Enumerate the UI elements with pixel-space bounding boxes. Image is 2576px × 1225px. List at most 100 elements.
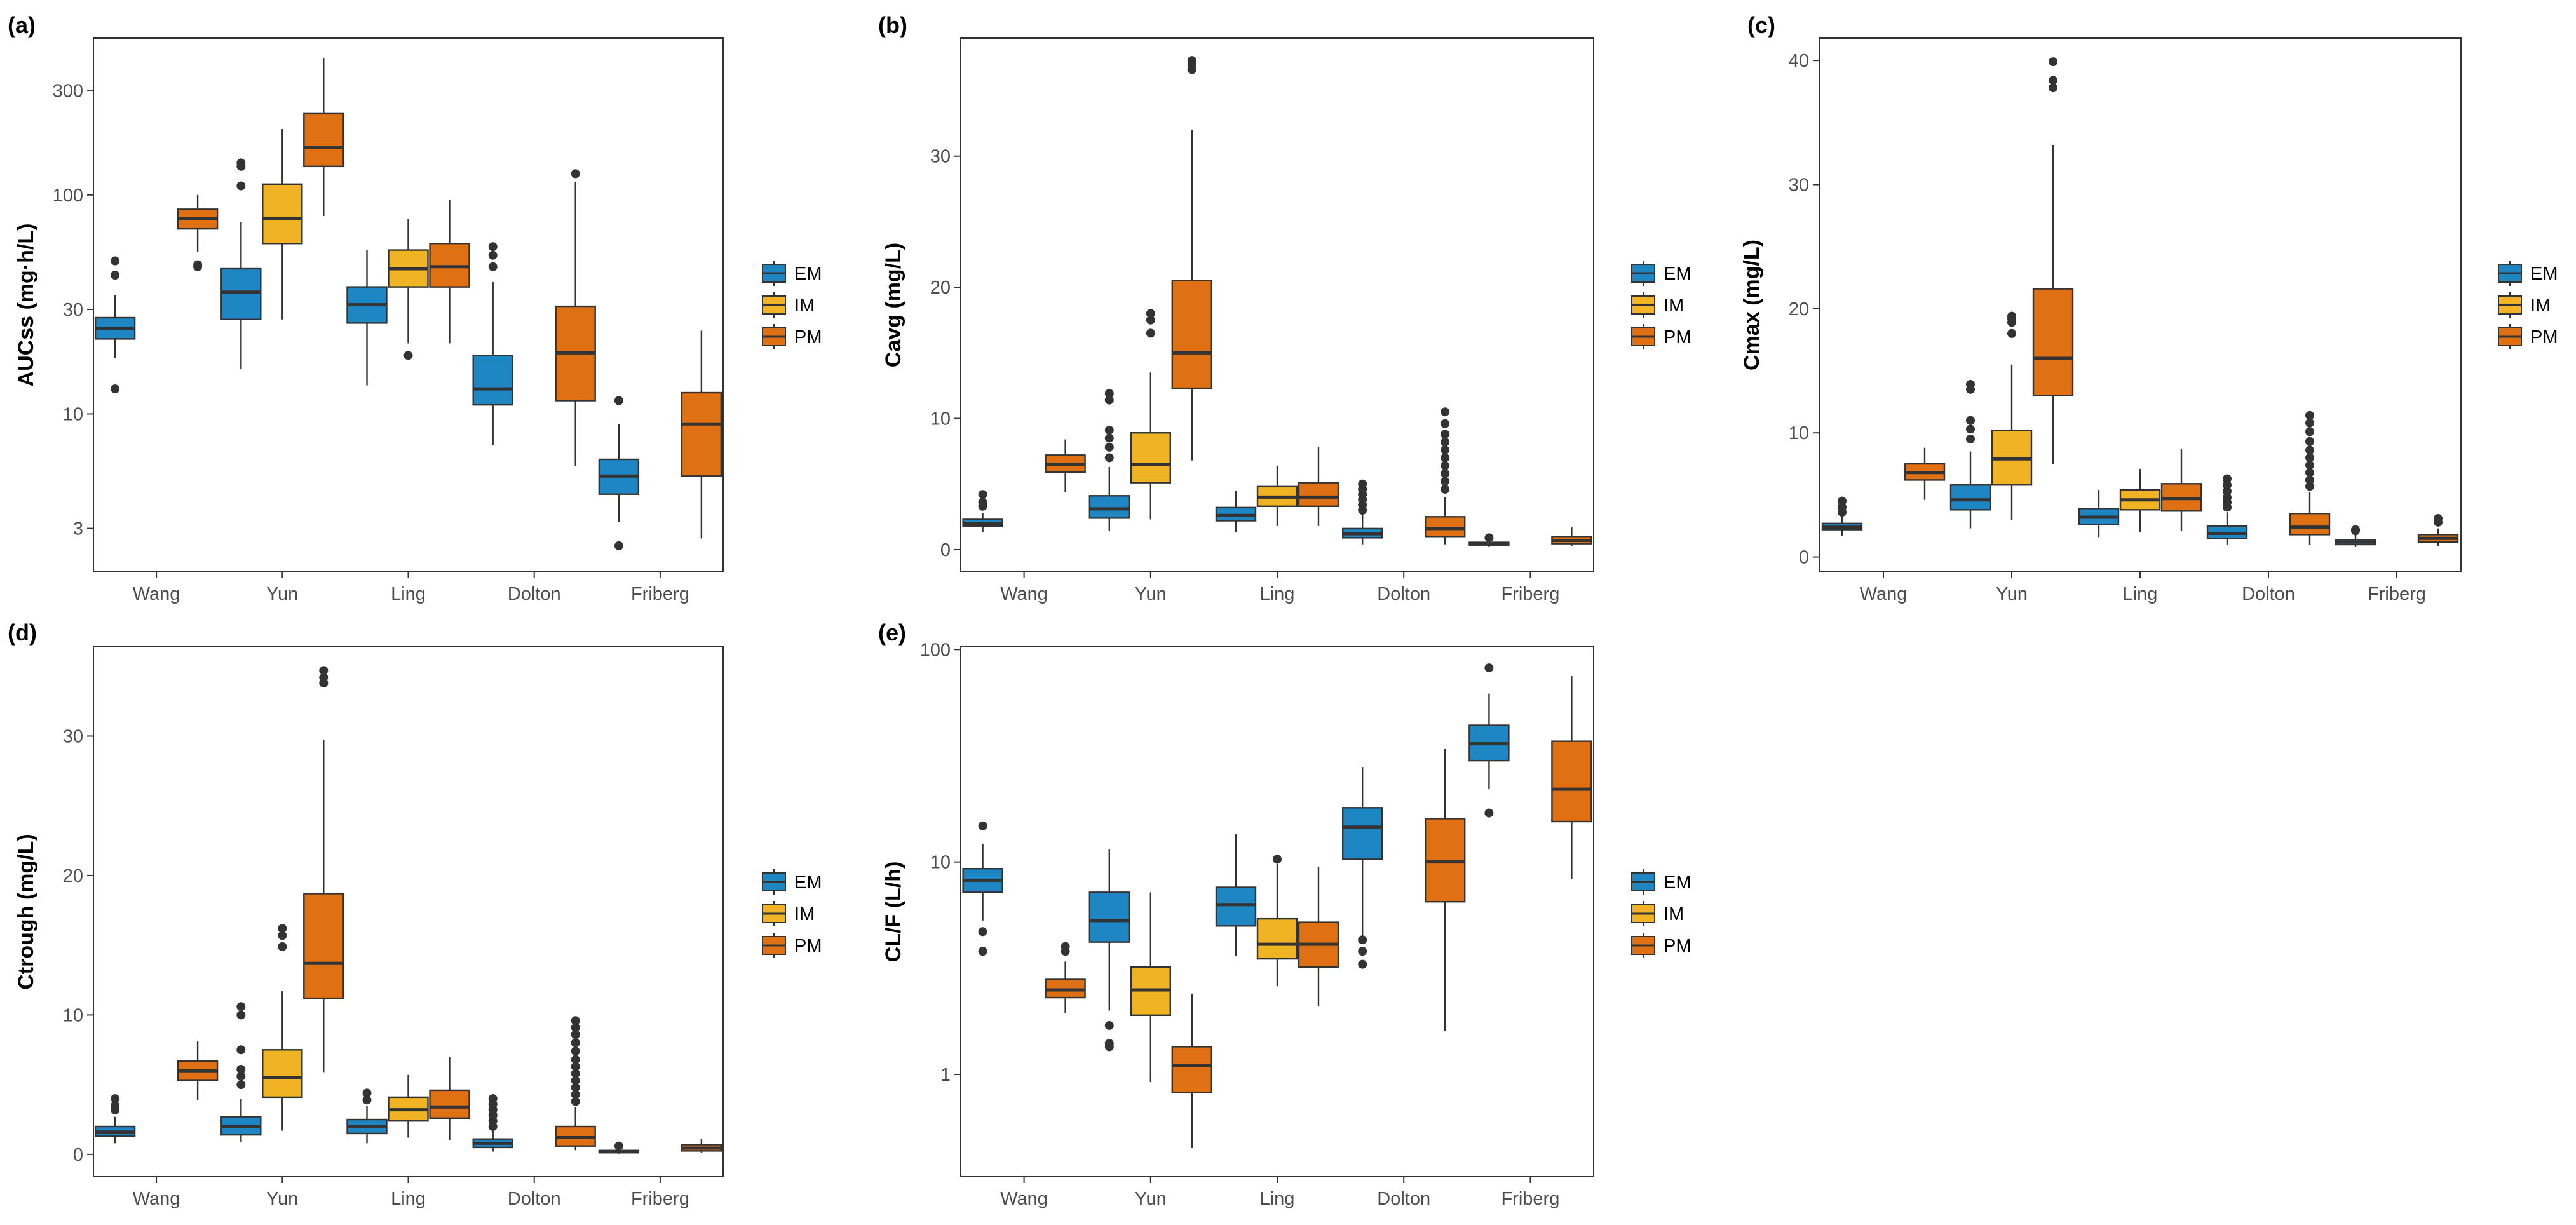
outlier-point [1358, 935, 1367, 945]
legend-item-pm: PM [1631, 933, 1691, 958]
panel-label: (d) [8, 619, 37, 646]
legend-item-pm: PM [762, 933, 822, 958]
box-pm [429, 200, 470, 344]
x-tick-label: Yun [266, 584, 298, 604]
y-tick-label: 30 [63, 726, 83, 747]
outlier-point [571, 1097, 580, 1106]
box-body [1256, 917, 1298, 960]
outlier-point [1484, 808, 1494, 818]
y-tick-label: 10 [63, 1005, 83, 1025]
outlier-point [571, 1055, 580, 1064]
x-tick-label: Yun [1996, 584, 2028, 604]
panel-label: (b) [878, 12, 907, 38]
x-tick-label: Dolton [508, 584, 561, 604]
panel-a: (a) 3 10 30 100 300 AUCss (mg·h/L) Wang Yun Ling D… [8, 12, 822, 604]
x-tick-label: Yun [1135, 1189, 1167, 1209]
x-tick-label: Dolton [1377, 584, 1430, 604]
box-em [2206, 474, 2248, 545]
box-em [346, 1088, 388, 1144]
outlier-point [1146, 328, 1155, 338]
y-tick-label: 30 [930, 147, 951, 167]
box-em [598, 396, 640, 550]
box-pm [2417, 514, 2459, 546]
outlier-point [1104, 453, 1114, 463]
outlier-point [2305, 482, 2314, 491]
outlier-point [1441, 461, 1450, 470]
outlier-point [2049, 83, 2057, 93]
box-em [1341, 479, 1383, 545]
box-im [1256, 855, 1298, 987]
y-axis-label: Cmax (mg/L) [1740, 240, 1764, 370]
outlier-point [571, 1038, 580, 1048]
outlier-point [236, 1080, 246, 1090]
outlier-point [1441, 477, 1450, 486]
outlier-point [1104, 395, 1114, 405]
outlier-point [571, 1090, 580, 1099]
outlier-point [1966, 380, 1975, 389]
box-body [681, 391, 722, 477]
panel-label: (e) [878, 619, 906, 646]
x-tick-label: Wang [133, 1189, 180, 1209]
outlier-point [978, 497, 987, 507]
outlier-point [614, 541, 623, 550]
x-tick-label: Wang [1860, 584, 1908, 604]
x-tick-label: Friberg [631, 584, 689, 604]
panel-e: (e) 1 10 100 CL/F (L/h) Wang Yun Ling Dolton Frib… [878, 619, 1691, 1209]
y-tick-label: 20 [63, 866, 83, 886]
box-im [2119, 468, 2161, 532]
outlier-point [278, 942, 287, 951]
box-pm [1424, 748, 1466, 1031]
outlier-point [2305, 418, 2314, 428]
box-em [94, 1094, 136, 1144]
outlier-point [236, 1065, 246, 1074]
box-em [1088, 849, 1130, 1052]
box-em [1468, 533, 1510, 547]
outlier-point [571, 1016, 580, 1025]
legend: EM IM PM [1631, 261, 1691, 349]
outlier-point [1441, 453, 1450, 463]
box-pm [555, 169, 596, 466]
y-axis-label: AUCss (mg·h/L) [14, 224, 38, 387]
outlier-point [571, 1030, 580, 1039]
box-body [1949, 484, 1991, 511]
box-pm [1551, 676, 1592, 879]
legend: EM IM PM [2498, 261, 2558, 349]
box-pm [177, 194, 219, 271]
outlier-point [403, 351, 413, 360]
box-pm [1551, 527, 1592, 546]
box-pm [1045, 439, 1086, 492]
outlier-point [1441, 430, 1450, 439]
legend-label: PM [794, 327, 822, 348]
box-pm [177, 1041, 219, 1100]
outlier-point [1484, 533, 1494, 543]
legend: EM IM PM [762, 869, 822, 958]
legend-label: EM [1664, 872, 1691, 893]
x-tick-label: Ling [391, 1189, 426, 1209]
outlier-point [1146, 309, 1155, 318]
legend-item-im: IM [1631, 292, 1684, 318]
x-tick-label: Friberg [1501, 1189, 1559, 1209]
legend-item-pm: PM [762, 324, 822, 349]
outlier-point [978, 490, 987, 499]
outlier-point [2007, 311, 2016, 321]
box-body [1130, 432, 1172, 484]
legend-item-im: IM [1631, 901, 1684, 926]
x-tick-label: Friberg [1501, 584, 1559, 604]
outlier-point [1966, 416, 1975, 425]
outlier-point [571, 1069, 580, 1078]
outlier-point [2434, 514, 2443, 523]
y-tick-label: 30 [63, 300, 83, 320]
outlier-point [319, 666, 329, 675]
outlier-point [1441, 419, 1450, 428]
outlier-point [1358, 959, 1367, 969]
legend-label: IM [2530, 295, 2551, 316]
y-tick-label: 100 [920, 640, 951, 660]
outlier-point [319, 673, 329, 682]
box-body [429, 1089, 470, 1120]
x-tick-label: Yun [1135, 584, 1167, 604]
y-tick-label: 100 [53, 186, 83, 206]
outlier-point [2223, 474, 2232, 484]
y-tick-label: 0 [73, 1145, 83, 1165]
outlier-point [1838, 503, 1847, 512]
outlier-point [193, 262, 203, 271]
